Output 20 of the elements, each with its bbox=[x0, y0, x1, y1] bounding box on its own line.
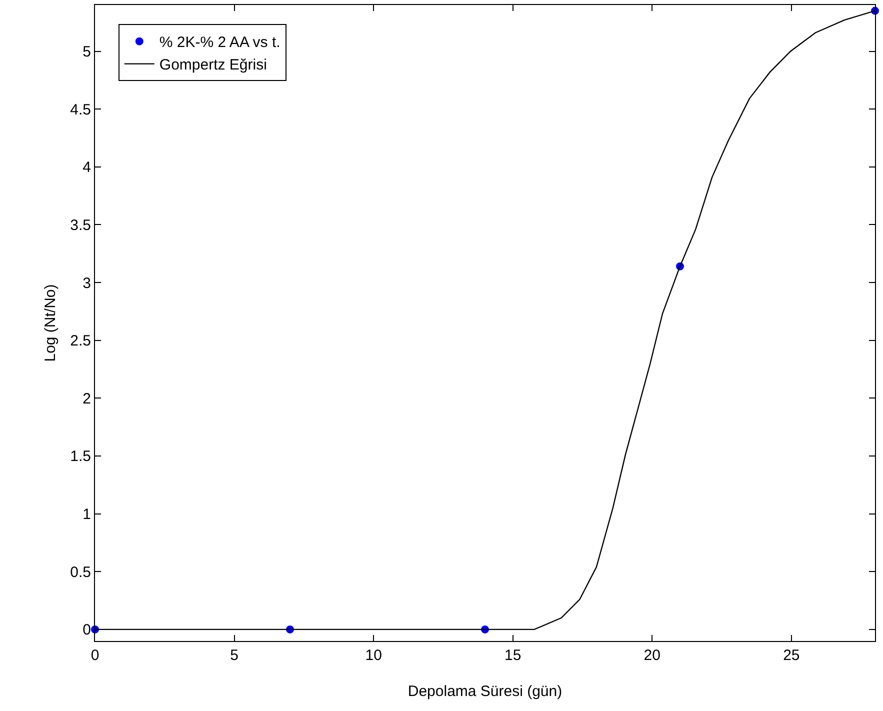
x-axis-title: Depolama Süresi (gün) bbox=[408, 683, 562, 700]
y-tick-label: 1.5 bbox=[70, 448, 91, 466]
x-tick-label: 10 bbox=[365, 647, 382, 664]
y-tick-label: 2.5 bbox=[70, 332, 91, 350]
y-tick-label: 1 bbox=[82, 506, 91, 524]
y-tick-label: 5 bbox=[82, 44, 91, 60]
x-tick-label: 20 bbox=[644, 647, 660, 664]
legend-label: % 2K-% 2 AA vs t. bbox=[159, 34, 280, 52]
x-tick-label: 25 bbox=[783, 647, 800, 664]
y-tick-label: 4.5 bbox=[70, 101, 91, 118]
y-tick-label: 3.5 bbox=[70, 216, 91, 234]
y-tick-label: 2 bbox=[82, 390, 91, 408]
y-tick-label: 3 bbox=[82, 274, 91, 292]
legend-label: Gompertz Eğrisi bbox=[159, 56, 267, 74]
y-axis-title: Log (Nt/No) bbox=[42, 284, 59, 362]
y-tick-label: 4 bbox=[82, 159, 91, 176]
y-tick-label: 0 bbox=[82, 622, 91, 639]
x-tick-label: 15 bbox=[504, 647, 522, 664]
x-tick-label: 5 bbox=[230, 647, 238, 664]
y-tick-label: 0.5 bbox=[70, 564, 91, 581]
